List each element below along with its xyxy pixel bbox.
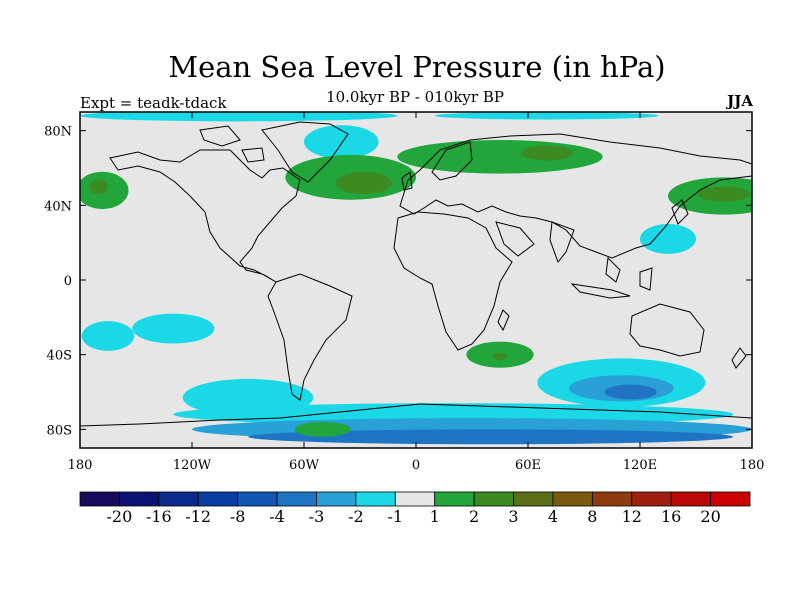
colorbar-label: -4 xyxy=(269,507,285,526)
season-label: JJA xyxy=(727,92,753,110)
map-subtitle: 10.0kyr BP - 010kyr BP xyxy=(326,88,504,106)
colorbar-label: -20 xyxy=(107,507,133,526)
x-tick-label: 180 xyxy=(68,458,93,473)
x-tick-label: 0 xyxy=(412,458,420,473)
colorbar-swatch xyxy=(276,491,317,507)
colorbar-swatch xyxy=(434,491,475,507)
colorbar-label: -8 xyxy=(230,507,246,526)
experiment-label: Expt = teadk-tdack xyxy=(80,94,227,112)
y-tick-label: 80S xyxy=(47,423,72,438)
y-tick-label: 0 xyxy=(64,274,72,289)
anomaly-region--2 xyxy=(80,112,398,122)
colorbar-label: -2 xyxy=(348,507,364,526)
anomaly-region-3 xyxy=(520,145,573,161)
anomaly-region-3 xyxy=(335,171,392,195)
colorbar-label: -16 xyxy=(146,507,172,526)
x-tick-label: 60E xyxy=(515,458,541,473)
anomaly-fields xyxy=(80,112,752,445)
colorbar-label: 4 xyxy=(548,507,558,526)
coastlines xyxy=(80,121,752,427)
colorbar-label: 20 xyxy=(700,507,720,526)
anomaly-region--2 xyxy=(304,125,379,159)
colorbar-label: 8 xyxy=(587,507,597,526)
anomaly-region-3 xyxy=(492,352,508,361)
colorbar-label: 1 xyxy=(430,507,440,526)
colorbar-swatch xyxy=(473,491,514,507)
colorbar-swatch xyxy=(197,491,239,507)
anomaly-region--4 xyxy=(247,429,734,445)
colorbar-swatch xyxy=(513,491,554,507)
x-tick-label: 60W xyxy=(289,458,320,473)
anomaly-region--2 xyxy=(434,112,659,120)
colorbar-label: -12 xyxy=(185,507,211,526)
colorbar-label: 2 xyxy=(469,507,479,526)
colorbar: -20 -16 -12 -8 -4 -3 -2 -1 1 2 3 4 8 12 16 20 xyxy=(79,491,751,526)
colorbar-swatch xyxy=(710,491,751,507)
anomaly-region--4 xyxy=(604,384,657,400)
colorbar-swatch xyxy=(552,491,593,507)
colorbar-label: 12 xyxy=(622,507,642,526)
colorbar-swatch xyxy=(631,491,672,507)
anomaly-region-2 xyxy=(294,421,351,437)
colorbar-swatch xyxy=(119,491,160,507)
anomaly-region--2 xyxy=(640,224,696,254)
anomaly-region--2 xyxy=(132,313,215,344)
colorbar-label: 3 xyxy=(508,507,518,526)
colorbar-swatch xyxy=(237,491,278,507)
colorbar-swatch xyxy=(316,491,357,507)
colorbar-label: -1 xyxy=(387,507,403,526)
map-plot-area xyxy=(80,112,752,448)
x-tick-label: 120W xyxy=(173,458,212,473)
colorbar-swatch xyxy=(79,491,120,507)
colorbar-label: 16 xyxy=(661,507,681,526)
anomaly-region-3 xyxy=(89,179,108,195)
colorbar-label: -3 xyxy=(309,507,325,526)
colorbar-swatch xyxy=(591,491,633,507)
x-tick-label: 180 xyxy=(740,458,765,473)
colorbar-swatch xyxy=(394,491,436,507)
y-tick-label: 40N xyxy=(44,199,72,214)
anomaly-region-2 xyxy=(397,140,603,174)
x-tick-label: 120E xyxy=(623,458,657,473)
y-tick-label: 40S xyxy=(47,349,72,364)
anomaly-region-3 xyxy=(697,186,751,202)
anomaly-region--2 xyxy=(81,321,135,351)
colorbar-swatch xyxy=(355,491,396,507)
colorbar-swatch xyxy=(670,491,711,507)
map-title: Mean Sea Level Pressure (in hPa) xyxy=(168,50,666,84)
y-tick-label: 80N xyxy=(44,125,72,140)
colorbar-swatch xyxy=(158,491,199,507)
longitude-axis: 180 120W 60W 0 60E 120E 180 xyxy=(68,112,765,473)
latitude-axis: 80N 40N 0 40S 80S xyxy=(44,125,752,438)
